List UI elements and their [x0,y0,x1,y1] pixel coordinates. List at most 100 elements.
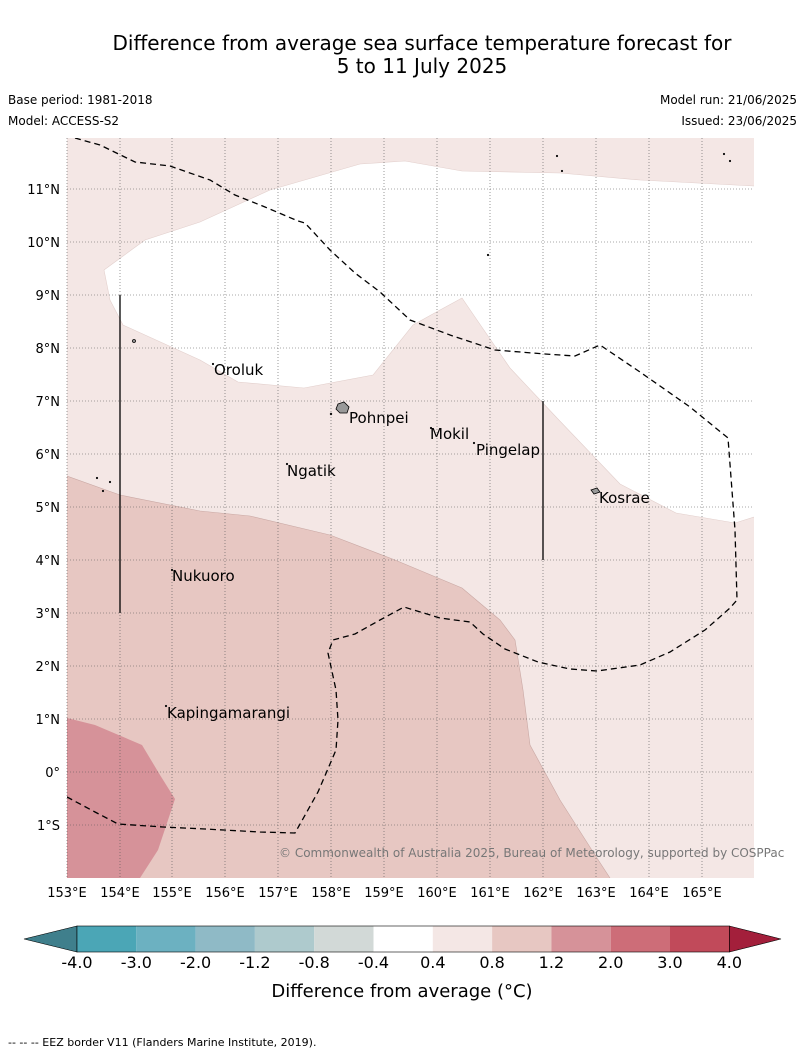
island-dot [728,159,732,163]
lat-label: 3°N [36,607,61,622]
colorbar-ticks: -4.0 -3.0 -2.0 -1.2 -0.8 -0.4 0.4 0.8 1.… [61,953,742,972]
colorbar-segment [551,926,611,952]
islands [95,152,732,708]
island-dot [555,154,559,158]
place-label-nukuoro: Nukuoro [172,567,235,585]
lat-label: 5°N [36,501,61,516]
colorbar-segment [314,926,374,952]
lon-label: 161°E [470,886,510,901]
colorbar-tick: -1.2 [239,953,270,972]
lon-label: 156°E [205,886,245,901]
lat-label: 10°N [27,236,60,251]
map-title: Difference from average sea surface temp… [0,32,804,78]
colorbar-tick: 0.4 [420,953,445,972]
colorbar-tick: 4.0 [717,953,742,972]
eez-border [67,138,738,834]
place-label-pohnpei: Pohnpei [349,409,409,427]
colorbar-segment [610,926,670,952]
island-dot [95,476,99,480]
lon-label: 157°E [258,886,298,901]
colorbar-segment [195,926,255,952]
island-dot [170,568,174,572]
island-dot [722,152,726,156]
band-0.8-1.2 [67,476,610,878]
place-labels: Oroluk Pohnpei Mokil Pingelap Ngatik Kos… [167,361,650,722]
colorbar-segment [432,926,493,952]
colorbar-segment [373,926,433,952]
lon-label: 153°E [47,886,87,901]
place-label-ngatik: Ngatik [287,462,336,480]
sst-anomaly-map: Oroluk Pohnpei Mokil Pingelap Ngatik Kos… [23,138,784,1002]
lat-labels: 11°N 10°N 9°N 8°N 7°N 6°N 5°N 4°N 3°N 2°… [27,183,60,834]
contour-line-0.4 [103,160,754,524]
place-label-kosrae: Kosrae [599,489,650,507]
place-label-pingelap: Pingelap [476,441,540,459]
colorbar-tick: -2.0 [180,953,211,972]
gridlines [66,138,754,878]
lat-label: 1°N [36,713,61,728]
lat-label: 4°N [36,554,61,569]
island-dot [108,480,112,484]
colorbar [23,925,782,953]
place-label-mokil: Mokil [430,425,469,443]
colorbar-segment [254,926,315,952]
kosrae-island [590,487,601,495]
lon-label: 162°E [523,886,563,901]
lat-label: 8°N [36,342,61,357]
island-dot [211,362,215,366]
eez-border-line [67,138,738,834]
colorbar-extend-low [23,925,78,953]
lat-label: 9°N [36,289,61,304]
pohnpei-island [335,401,350,414]
contour-line-0.8 [67,475,611,878]
model-run: Model run: 21/06/2025 [659,93,797,107]
colorbar-segment [77,926,137,952]
colorbar-tick: 2.0 [598,953,623,972]
island-dot [429,426,433,430]
title-line-1: Difference from average sea surface temp… [112,31,732,55]
colorbar-tick: -0.8 [299,953,330,972]
colorbar-outline [76,925,730,953]
lon-label: 158°E [311,886,351,901]
lon-label: 163°E [576,886,616,901]
island-dot [472,441,476,445]
band-1.2-2.0 [67,718,175,878]
lon-label: 160°E [417,886,457,901]
lon-label: 165°E [682,886,722,901]
island-dot [486,253,490,257]
model-name: Model: ACCESS-S2 [8,114,120,128]
colorbar-tick: 1.2 [539,953,564,972]
lat-label: 11°N [27,183,60,198]
place-label-oroluk: Oroluk [214,361,263,379]
copyright-notice: © Commonwealth of Australia 2025, Bureau… [279,846,784,860]
colorbar-tick: 0.8 [479,953,504,972]
island-dot [329,412,333,416]
colorbar-tick: -0.4 [358,953,389,972]
colorbar-tick: -3.0 [121,953,152,972]
colorbar-segment [670,926,730,952]
lat-label: 6°N [36,448,61,463]
lat-label: 1°S [37,819,60,834]
island-dot [560,169,564,173]
colorbar-segment [136,926,196,952]
island-dot [132,339,136,343]
island-dot [101,489,105,493]
colorbar-extend-high [728,925,782,953]
lat-label: 0° [45,766,60,781]
eez-footnote: -- -- -- EEZ border V11 (Flanders Marine… [8,1036,317,1049]
colorbar-segment [492,926,552,952]
place-label-kapingamarangi: Kapingamarangi [167,704,290,722]
lon-label: 164°E [629,886,669,901]
lon-labels: 153°E 154°E 155°E 156°E 157°E 158°E 159°… [47,886,722,901]
band-neutral-region [104,161,754,523]
issued-date: Issued: 23/06/2025 [681,114,797,128]
colorbar-tick: -4.0 [61,953,92,972]
island-dot [285,462,289,466]
lon-label: 159°E [364,886,404,901]
colorbar-label: Difference from average (°C) [271,981,532,1002]
colorbar-tick: 3.0 [657,953,682,972]
island-dot [164,704,168,708]
title-line-2: 5 to 11 July 2025 [336,54,508,78]
map-fields [67,138,754,878]
lat-label: 7°N [36,395,61,410]
